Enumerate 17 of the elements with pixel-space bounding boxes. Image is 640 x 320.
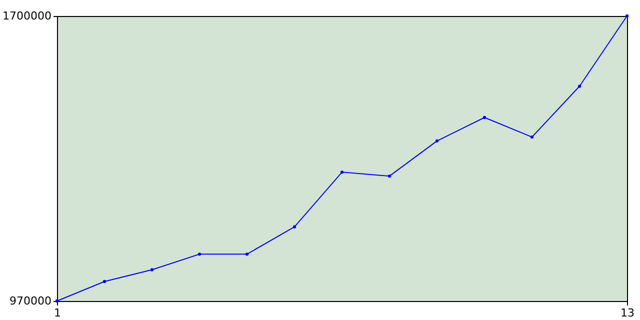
line-series [55, 14, 629, 303]
point [340, 170, 344, 174]
point [102, 280, 106, 284]
point [292, 225, 296, 228]
point [150, 268, 154, 272]
point [482, 116, 486, 120]
point [245, 252, 249, 256]
point [435, 139, 439, 143]
point [388, 174, 392, 178]
x-tick-label: 13 [620, 306, 634, 320]
y-tick-label: 1700000 [2, 10, 52, 22]
point [198, 252, 202, 256]
point [578, 84, 582, 88]
x-tick-label: 1 [54, 306, 61, 320]
y-tick-label: 970000 [10, 294, 52, 308]
point [625, 14, 629, 18]
point [530, 135, 534, 139]
